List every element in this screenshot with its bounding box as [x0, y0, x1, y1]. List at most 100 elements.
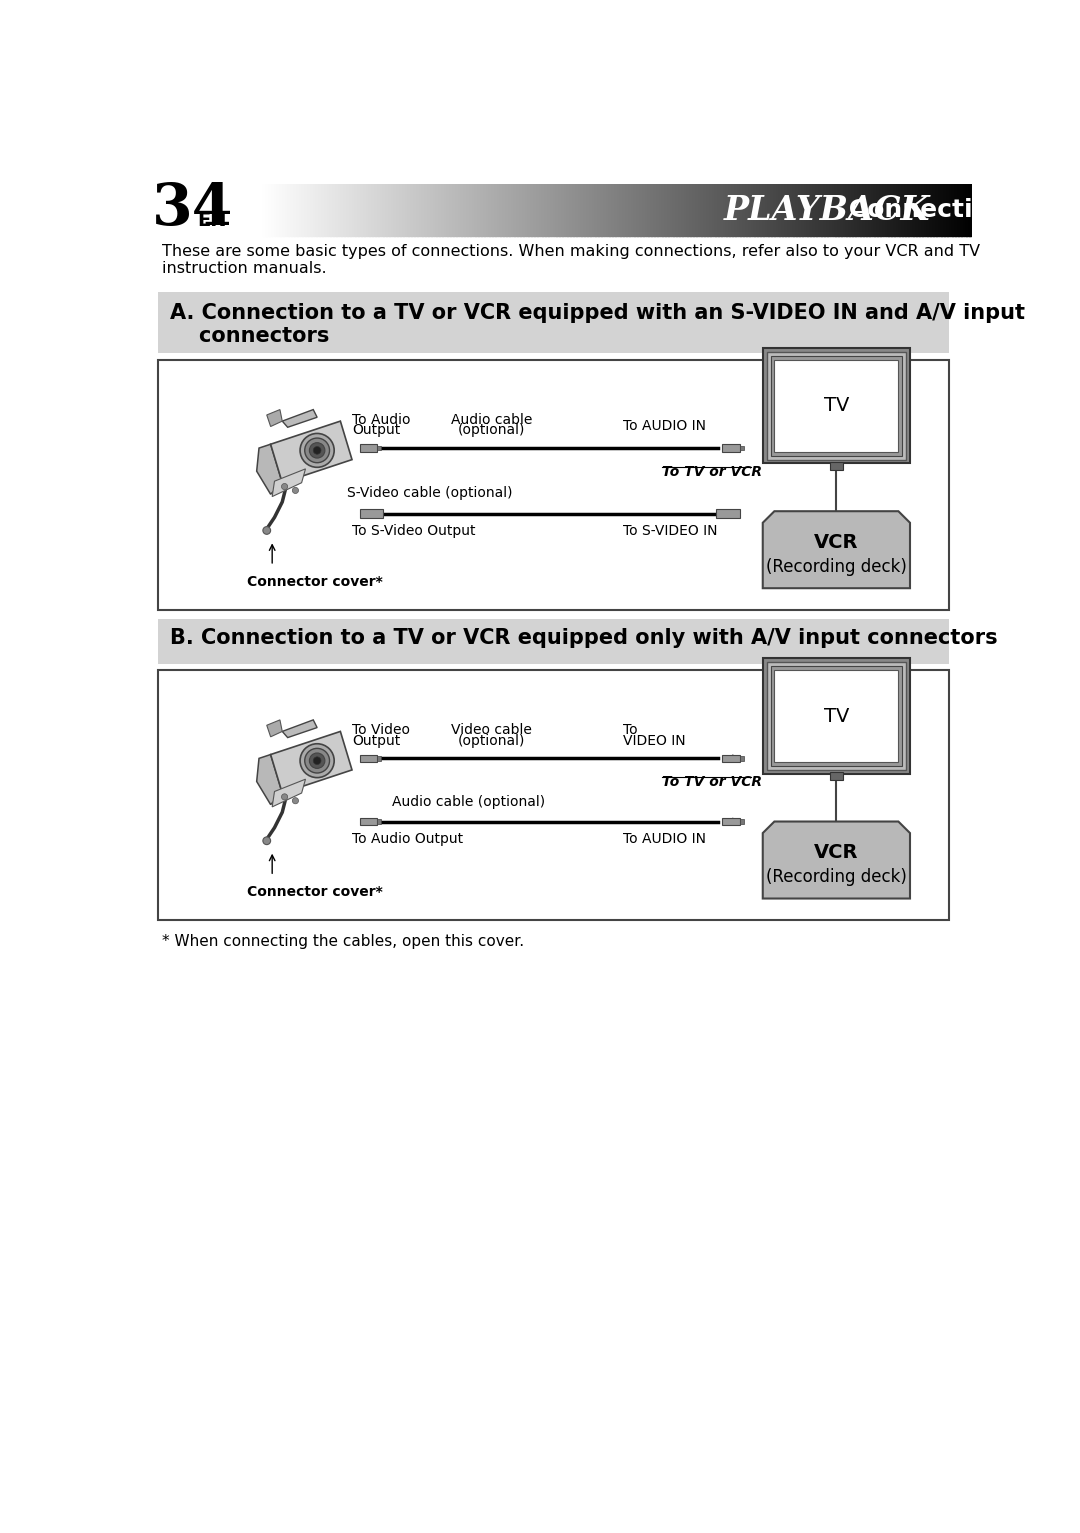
Bar	[188, 184, 191, 236]
Bar	[626, 184, 630, 236]
Bar	[406, 184, 409, 236]
Text: To Audio Output: To Audio Output	[352, 832, 463, 846]
Bar	[274, 184, 278, 236]
Text: Connector cover*: Connector cover*	[247, 886, 383, 900]
Bar	[767, 351, 906, 460]
Text: VIDEO IN: VIDEO IN	[623, 734, 686, 748]
Bar	[316, 184, 320, 236]
Bar	[662, 184, 666, 236]
Bar	[743, 184, 746, 236]
Bar	[819, 184, 822, 236]
Bar	[478, 184, 482, 236]
Bar	[704, 184, 707, 236]
Bar	[679, 184, 683, 236]
Text: Output: Output	[352, 734, 401, 748]
Bar	[456, 184, 459, 236]
Bar	[723, 817, 740, 825]
Bar	[531, 184, 535, 236]
Text: EN: EN	[197, 212, 227, 230]
Bar	[632, 184, 635, 236]
Bar	[280, 184, 284, 236]
Bar	[380, 184, 384, 236]
Bar	[297, 184, 300, 236]
Bar	[551, 184, 554, 236]
Bar	[788, 184, 792, 236]
Bar	[852, 184, 855, 236]
Bar	[716, 509, 740, 518]
Bar	[489, 184, 492, 236]
Bar	[894, 184, 897, 236]
Bar	[660, 184, 663, 236]
Circle shape	[282, 794, 287, 800]
Bar	[492, 184, 496, 236]
Bar	[377, 756, 381, 760]
Bar	[861, 184, 864, 236]
Bar	[159, 670, 948, 920]
Bar	[411, 184, 415, 236]
Bar	[723, 754, 740, 762]
Bar	[498, 184, 501, 236]
Bar	[567, 184, 571, 236]
Bar	[503, 184, 507, 236]
Bar	[554, 184, 557, 236]
Bar	[902, 184, 906, 236]
Bar	[486, 184, 490, 236]
Text: To S-Video Output: To S-Video Output	[352, 524, 475, 538]
Bar	[829, 184, 834, 236]
Bar	[732, 184, 735, 236]
Polygon shape	[271, 422, 352, 483]
Bar	[741, 184, 744, 236]
Text: These are some basic types of connections. When making connections, refer also t: These are some basic types of connection…	[162, 244, 981, 276]
Bar	[417, 184, 420, 236]
Text: Connections: Connections	[840, 198, 1023, 222]
Bar	[191, 184, 194, 236]
Text: Audio cable (optional): Audio cable (optional)	[392, 796, 544, 809]
Bar	[794, 184, 797, 236]
Bar	[799, 184, 802, 236]
Text: To AUDIO IN: To AUDIO IN	[623, 419, 706, 432]
Text: TV: TV	[824, 707, 849, 725]
Bar	[138, 184, 141, 236]
Bar	[600, 184, 605, 236]
Bar	[570, 184, 573, 236]
Bar	[260, 184, 265, 236]
Bar	[364, 184, 367, 236]
Bar	[963, 184, 968, 236]
Bar	[707, 184, 711, 236]
Bar	[542, 184, 545, 236]
Bar	[258, 184, 261, 236]
Bar	[696, 184, 700, 236]
Bar	[875, 184, 878, 236]
Bar	[336, 184, 339, 236]
Circle shape	[313, 446, 321, 454]
Bar	[221, 184, 225, 236]
Bar	[285, 184, 289, 236]
Bar	[922, 184, 926, 236]
Bar	[165, 184, 170, 236]
Bar	[375, 184, 378, 236]
Bar	[311, 184, 314, 236]
Polygon shape	[257, 445, 282, 494]
Bar	[330, 184, 334, 236]
Text: B. Connection to a TV or VCR equipped only with A/V input connectors: B. Connection to a TV or VCR equipped on…	[170, 629, 998, 648]
Text: Video cable: Video cable	[451, 724, 532, 737]
Bar	[232, 184, 237, 236]
Bar	[768, 184, 772, 236]
Bar	[556, 184, 559, 236]
Text: Connector cover*: Connector cover*	[247, 575, 383, 589]
Bar	[464, 184, 468, 236]
Text: (optional): (optional)	[458, 423, 525, 437]
Bar	[805, 184, 808, 236]
Text: To Video: To Video	[352, 724, 410, 737]
Bar	[436, 184, 440, 236]
Bar	[512, 184, 515, 236]
Bar	[361, 184, 365, 236]
Bar	[433, 184, 437, 236]
Bar	[924, 184, 928, 236]
Bar	[939, 184, 942, 236]
Bar	[634, 184, 638, 236]
Bar	[643, 184, 646, 236]
Bar	[440, 184, 443, 236]
Polygon shape	[267, 409, 282, 426]
Bar	[757, 184, 760, 236]
